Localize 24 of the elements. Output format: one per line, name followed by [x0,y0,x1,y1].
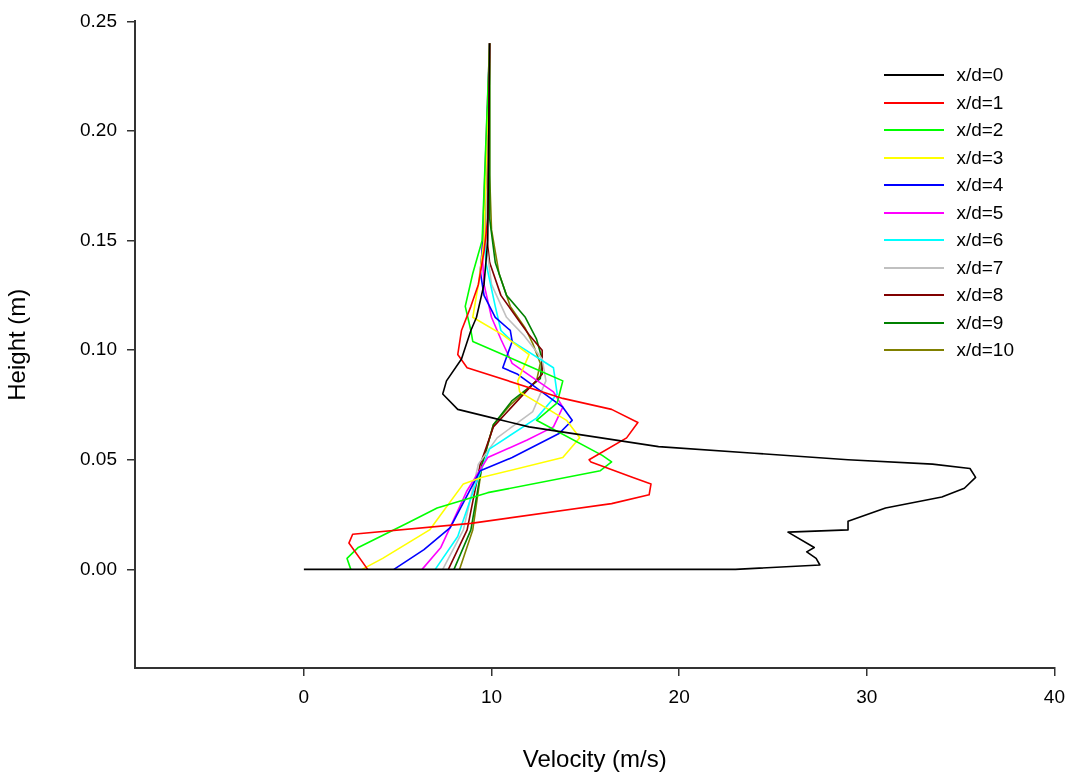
x-tick-label: 20 [668,685,690,707]
y-tick-label: 0.25 [80,9,117,31]
x-tick-label: 40 [1043,685,1065,707]
x-tick-label: 0 [298,685,310,707]
legend-label: x/d=6 [956,229,1004,252]
legend-label: x/d=1 [956,91,1004,114]
x-tick-label: 10 [480,685,503,707]
legend-label: x/d=2 [956,119,1004,142]
y-tick-label: 0.20 [80,119,117,141]
y-axis-title: Height (m) [3,288,31,401]
y-tick-label: 0.15 [80,228,117,250]
legend-label: x/d=0 [956,64,1004,87]
legend-label: x/d=5 [956,201,1004,224]
legend-label: x/d=7 [956,256,1004,279]
legend-label: x/d=10 [956,339,1014,362]
y-tick-label: 0.10 [80,338,117,360]
legend-label: x/d=3 [956,146,1004,169]
legend-label: x/d=9 [956,311,1004,334]
x-axis-title: Velocity (m/s) [522,745,667,773]
y-tick-label: 0.05 [80,448,117,470]
legend-label: x/d=8 [956,284,1004,307]
legend-label: x/d=4 [956,174,1004,197]
y-tick-label: 0.00 [80,557,117,579]
x-tick-label: 30 [856,685,878,707]
